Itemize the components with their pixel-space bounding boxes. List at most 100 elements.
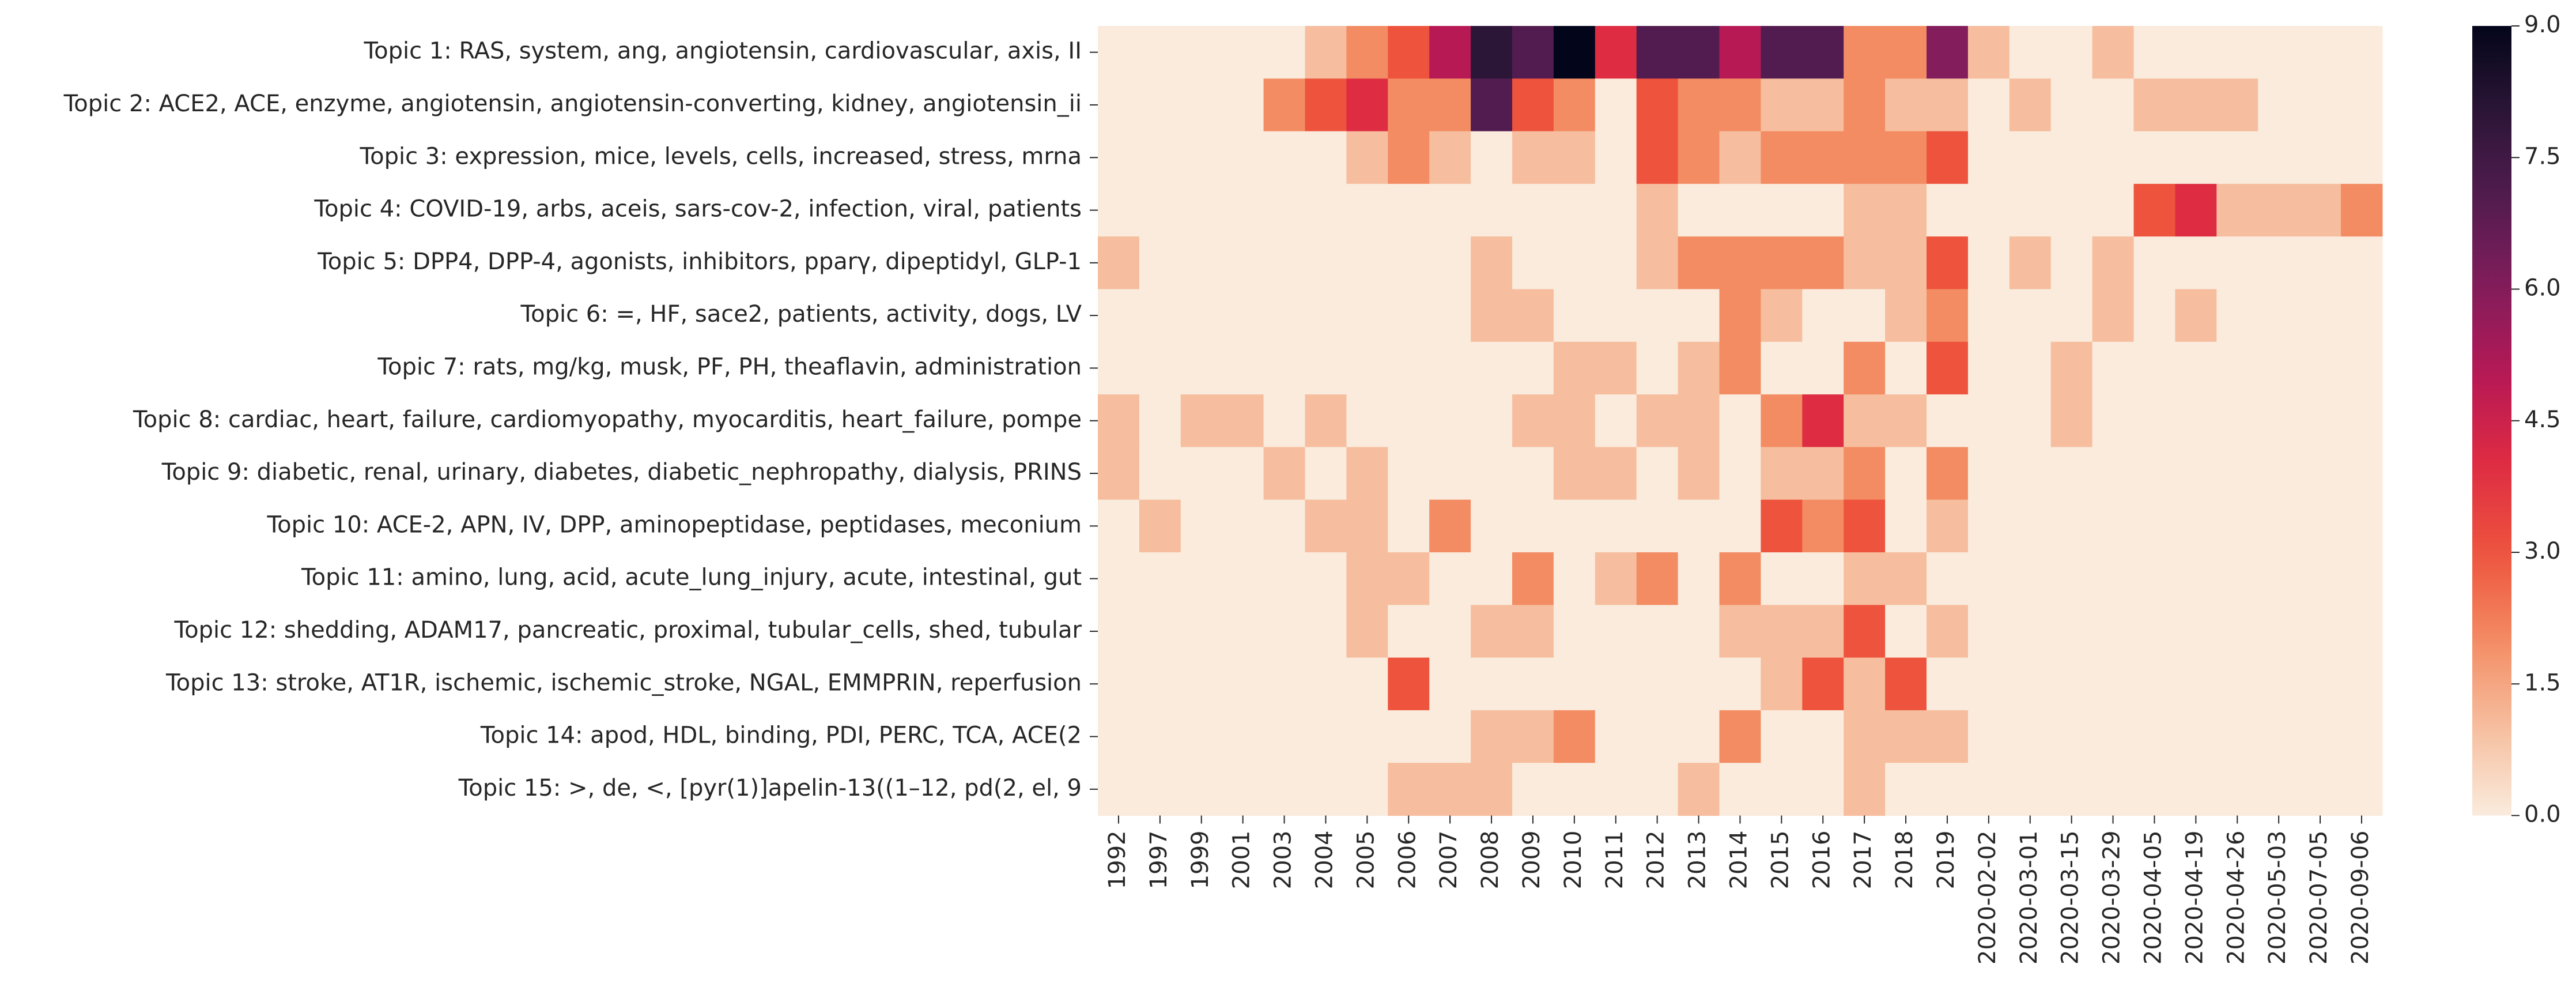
heatmap-cell: [1885, 183, 1927, 237]
heatmap-cell: [2009, 236, 2052, 290]
colorbar-tick-label: 4.5: [2524, 406, 2561, 433]
heatmap-cell: [1553, 289, 1596, 342]
heatmap-cell: [1719, 394, 1761, 447]
heatmap-cell: [1595, 552, 1637, 605]
heatmap-cell: [1927, 236, 1969, 290]
heatmap-cell: [2009, 289, 2052, 342]
heatmap-cell: [1636, 552, 1679, 605]
topic-labels: Topic 1: RAS, system, ang, angiotensin, …: [63, 38, 1098, 801]
heatmap-cell: [2009, 394, 2052, 447]
heatmap-cell: [1471, 289, 1513, 342]
topic-label: Topic 5: DPP4, DPP-4, agonists, inhibito…: [317, 248, 1082, 275]
heatmap-cell: [1927, 657, 1969, 711]
heatmap-cell: [2341, 657, 2383, 711]
heatmap-cell: [2009, 763, 2052, 816]
heatmap-cell: [1678, 289, 1720, 342]
heatmap-cell: [2299, 394, 2341, 447]
heatmap-cell: [2175, 26, 2217, 79]
heatmap-cell: [1139, 447, 1181, 500]
heatmap-cell: [1180, 289, 1223, 342]
heatmap-cell: [2050, 447, 2093, 500]
heatmap-cell: [2216, 341, 2258, 395]
heatmap-cell: [1429, 341, 1471, 395]
heatmap-cell: [1263, 131, 1306, 184]
heatmap-cell: [1595, 341, 1637, 395]
heatmap-cell: [2175, 183, 2217, 237]
heatmap-cell: [2258, 341, 2300, 395]
heatmap-cell: [1139, 552, 1181, 605]
heatmap-cell: [1346, 447, 1388, 500]
heatmap-cell: [1678, 131, 1720, 184]
heatmap-cell: [1098, 605, 1140, 658]
heatmap-cell: [1553, 394, 1596, 447]
date-label: 2003: [1270, 831, 1297, 890]
heatmap-cell: [1553, 78, 1596, 132]
date-label: 2020-09-06: [2347, 831, 2374, 965]
heatmap-cell: [1388, 763, 1430, 816]
heatmap-cell: [1553, 657, 1596, 711]
date-label: 2010: [1560, 831, 1587, 890]
heatmap-cell: [1388, 499, 1430, 553]
heatmap-cell: [1719, 499, 1761, 553]
date-label: 2012: [1643, 831, 1670, 890]
heatmap-cell: [1927, 131, 1969, 184]
heatmap-cell: [1305, 236, 1347, 290]
date-label: 2020-04-19: [2181, 831, 2208, 965]
heatmap-cell: [1927, 552, 1969, 605]
heatmap-cell: [1761, 499, 1803, 553]
heatmap-cell: [1802, 552, 1844, 605]
heatmap-cell: [1305, 447, 1347, 500]
heatmap-cell: [1595, 78, 1637, 132]
heatmap-cell: [1802, 183, 1844, 237]
date-label: 1997: [1146, 831, 1172, 890]
heatmap-cell: [1429, 26, 1471, 79]
topic-label: Topic 12: shedding, ADAM17, pancreatic, …: [173, 617, 1082, 643]
heatmap-cell: [1429, 552, 1471, 605]
heatmap-cell: [1844, 341, 1886, 395]
heatmap-cell: [1346, 657, 1388, 711]
heatmap-cell: [1305, 341, 1347, 395]
heatmap-cell: [2133, 710, 2175, 763]
heatmap-cell: [1098, 289, 1140, 342]
heatmap-cell: [1471, 183, 1513, 237]
heatmap-cell: [1305, 394, 1347, 447]
heatmap-cell: [1553, 447, 1596, 500]
heatmap-cell: [1222, 78, 1264, 132]
heatmap-cell: [2299, 657, 2341, 711]
heatmap-cell: [2133, 131, 2175, 184]
heatmap-cell: [1719, 447, 1761, 500]
heatmap-cell: [1678, 552, 1720, 605]
heatmap-cell: [1636, 657, 1679, 711]
heatmap-cell: [1636, 763, 1679, 816]
heatmap-cell: [2258, 657, 2300, 711]
heatmap-cell: [1305, 499, 1347, 553]
date-label: 2006: [1394, 831, 1421, 890]
heatmap-cell: [2092, 183, 2135, 237]
date-label: 2019: [1933, 831, 1959, 890]
heatmap-cell: [2092, 289, 2135, 342]
heatmap-cell: [1471, 499, 1513, 553]
heatmap-cell: [1967, 236, 2010, 290]
heatmap-cell: [1844, 552, 1886, 605]
heatmap-cell: [2299, 763, 2341, 816]
heatmap-cell: [2258, 447, 2300, 500]
heatmap-cell: [1305, 289, 1347, 342]
heatmap-cell: [2092, 78, 2135, 132]
heatmap-cell: [1388, 236, 1430, 290]
heatmap-cell: [1885, 26, 1927, 79]
heatmap-cell: [1512, 131, 1554, 184]
heatmap-cell: [1802, 710, 1844, 763]
heatmap-cell: [2092, 605, 2135, 658]
date-label: 2020-05-03: [2264, 831, 2291, 965]
heatmap-cell: [2092, 447, 2135, 500]
heatmap-cell: [1512, 763, 1554, 816]
date-label: 2020-03-29: [2099, 831, 2125, 965]
heatmap-cell: [1180, 78, 1223, 132]
heatmap-cell: [2050, 394, 2093, 447]
heatmap-cell: [1885, 341, 1927, 395]
heatmap-cell: [1139, 605, 1181, 658]
heatmap-cell: [2050, 26, 2093, 79]
heatmap-cell: [1346, 341, 1388, 395]
heatmap-cell: [1305, 552, 1347, 605]
colorbar-tick-label: 7.5: [2524, 143, 2561, 170]
